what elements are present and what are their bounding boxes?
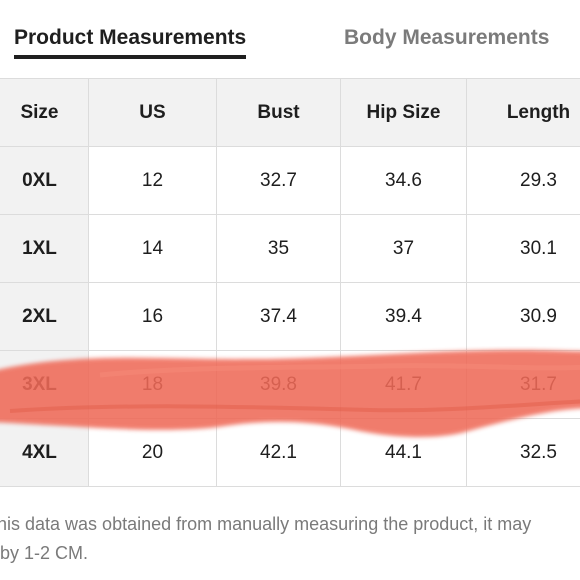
us-cell: 12: [88, 146, 217, 215]
length-cell: 29.3: [466, 146, 580, 215]
table-row: 1XL 14 35 37 30.1: [0, 214, 580, 283]
column-header-size: Size: [0, 78, 89, 147]
size-cell: 3XL: [0, 350, 89, 419]
table-row: 4XL 20 42.1 44.1 32.5: [0, 418, 580, 487]
bust-cell: 35: [216, 214, 341, 283]
size-cell: 0XL: [0, 146, 89, 215]
tab-product-measurements[interactable]: Product Measurements: [14, 26, 247, 59]
footnote-line-2: by 1-2 CM.: [0, 543, 89, 563]
column-header-hip-size: Hip Size: [340, 78, 467, 147]
table-row: 0XL 12 32.7 34.6 29.3: [0, 146, 580, 215]
hip-size-cell: 39.4: [340, 282, 467, 351]
size-table: Size US Bust Hip Size Length 0XL 12 32.7…: [0, 78, 580, 487]
hip-size-cell: 44.1: [340, 418, 467, 487]
column-header-length: Length: [466, 78, 580, 147]
table-row: 2XL 16 37.4 39.4 30.9: [0, 282, 580, 351]
measurement-footnote: his data was obtained from manually meas…: [0, 510, 580, 568]
table-header-row: Size US Bust Hip Size Length: [0, 78, 580, 147]
us-cell: 18: [88, 350, 217, 419]
bust-cell: 42.1: [216, 418, 341, 487]
table-row: 3XL 18 39.8 41.7 31.7: [0, 350, 580, 419]
size-cell: 2XL: [0, 282, 89, 351]
size-table-container: Size US Bust Hip Size Length 0XL 12 32.7…: [0, 78, 580, 490]
us-cell: 20: [88, 418, 217, 487]
length-cell: 31.7: [466, 350, 580, 419]
hip-size-cell: 41.7: [340, 350, 467, 419]
footnote-line-1: his data was obtained from manually meas…: [0, 514, 532, 534]
hip-size-cell: 37: [340, 214, 467, 283]
tab-body-measurements[interactable]: Body Measurements: [344, 26, 550, 49]
size-cell: 1XL: [0, 214, 89, 283]
size-cell: 4XL: [0, 418, 89, 487]
column-header-us: US: [88, 78, 217, 147]
measurement-tabs: Product Measurements Body Measurements: [0, 0, 580, 78]
us-cell: 16: [88, 282, 217, 351]
bust-cell: 37.4: [216, 282, 341, 351]
length-cell: 30.1: [466, 214, 580, 283]
bust-cell: 32.7: [216, 146, 341, 215]
length-cell: 32.5: [466, 418, 580, 487]
hip-size-cell: 34.6: [340, 146, 467, 215]
bust-cell: 39.8: [216, 350, 341, 419]
length-cell: 30.9: [466, 282, 580, 351]
column-header-bust: Bust: [216, 78, 341, 147]
us-cell: 14: [88, 214, 217, 283]
